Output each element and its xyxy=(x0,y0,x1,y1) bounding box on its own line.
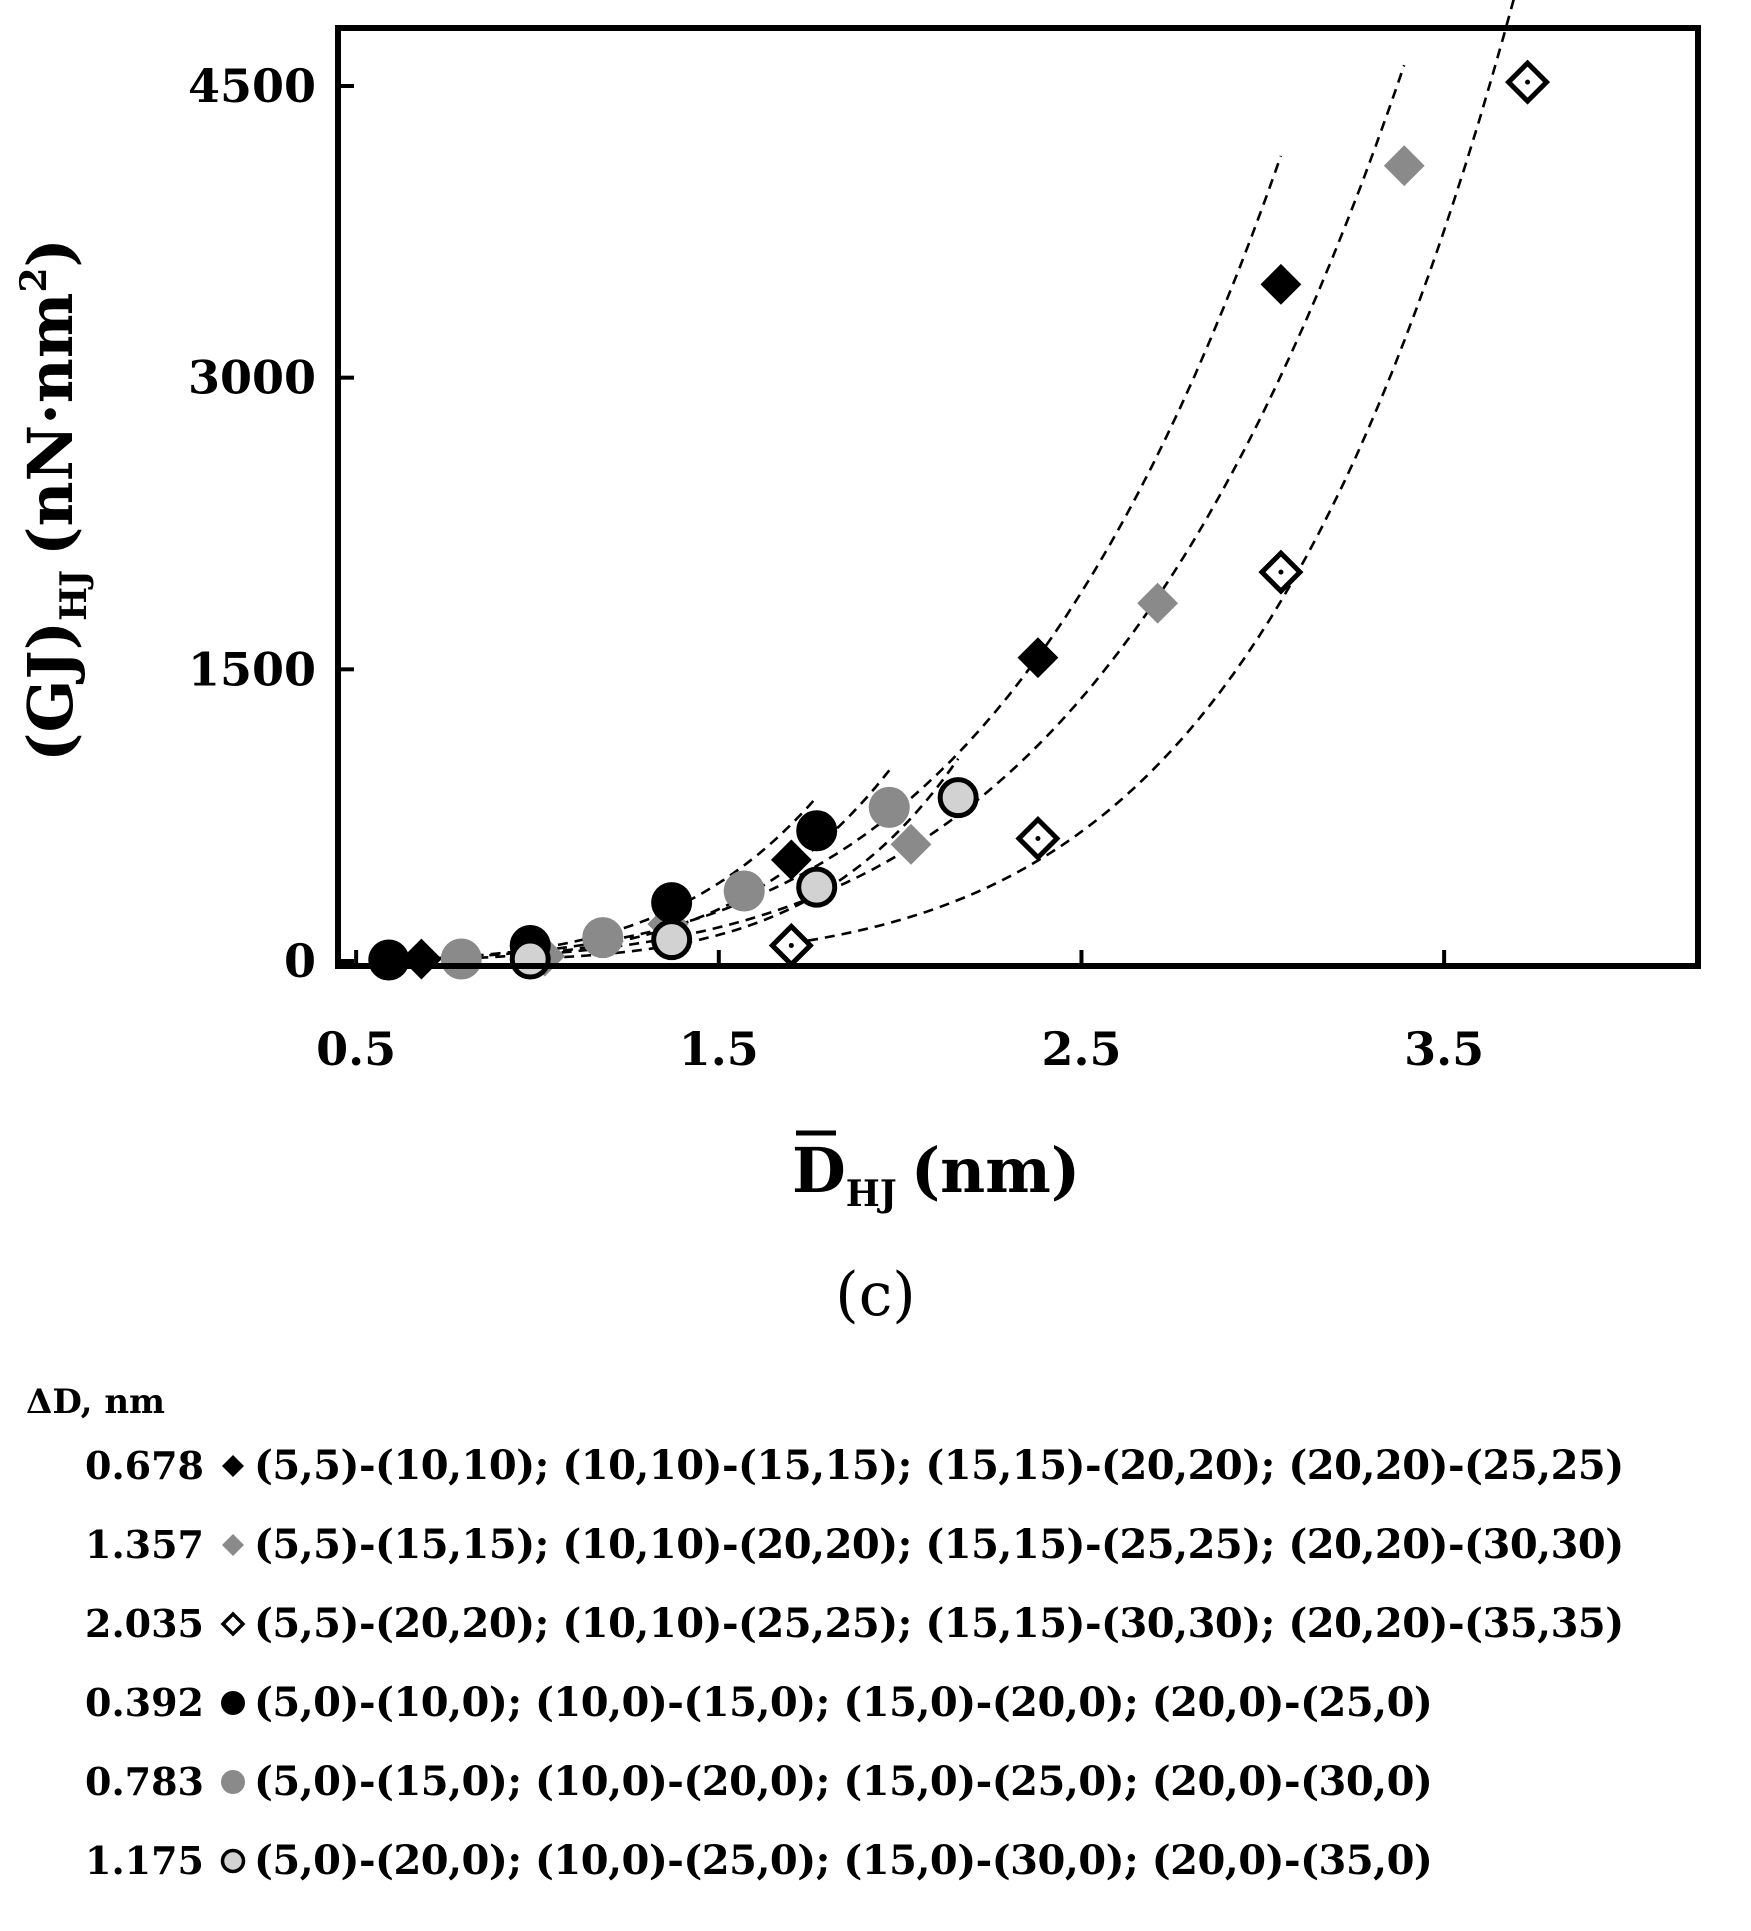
y-tick-label: 3000 xyxy=(188,351,316,405)
legend-row: 2.035 (5,5)-(20,20); (10,10)-(25,25); (1… xyxy=(26,1584,1746,1663)
open-diamond-icon xyxy=(220,1611,246,1636)
x-axis-unit: (nm) xyxy=(911,1134,1080,1207)
y-axis-subscript: HJ xyxy=(53,570,95,621)
data-point-center-dot xyxy=(1278,569,1284,575)
data-point-circle xyxy=(651,882,693,924)
data-point-diamond xyxy=(890,823,932,865)
x-axis-subscript: HJ xyxy=(846,1173,897,1215)
legend-label: (5,0)-(15,0); (10,0)-(20,0); (15,0)-(25,… xyxy=(254,1758,1433,1805)
y-tick-label: 0 xyxy=(284,934,316,988)
data-point-circle xyxy=(582,917,624,959)
trend-line-2.035 xyxy=(791,0,1515,945)
y-axis-unit: (nN·nm xyxy=(14,293,87,556)
gray-diamond-icon xyxy=(222,1533,244,1556)
x-tick-label: 3.5 xyxy=(1404,1022,1484,1076)
legend-label: (5,0)-(10,0); (10,0)-(15,0); (15,0)-(20,… xyxy=(254,1679,1433,1726)
data-point-diamond xyxy=(400,938,442,980)
trend-line-1.357 xyxy=(544,64,1406,956)
panel-label: (c) xyxy=(835,1260,916,1330)
x-axis-symbol: D xyxy=(792,1134,846,1207)
y-tick-label: 4500 xyxy=(188,59,316,113)
data-point-circle xyxy=(368,939,410,981)
data-point-diamond xyxy=(1137,582,1179,624)
data-point-circle xyxy=(509,938,551,980)
data-point-diamond xyxy=(1017,637,1059,679)
trend-line-0.678 xyxy=(421,155,1283,961)
filled-circle-icon xyxy=(221,1690,245,1715)
tick-labels: 0.5 1.5 2.5 3.5 0 1500 3000 4500 xyxy=(188,59,1484,1076)
legend-row: 0.392 (5,0)-(10,0); (10,0)-(15,0); (15,0… xyxy=(26,1663,1746,1742)
data-point-circle xyxy=(723,870,765,912)
data-point-center-dot xyxy=(788,942,794,948)
legend-delta: 0.678 xyxy=(85,1443,204,1488)
data-point-circle xyxy=(440,938,482,980)
x-tick-label: 1.5 xyxy=(679,1022,759,1076)
legend-label: (5,5)-(10,10); (10,10)-(15,15); (15,15)-… xyxy=(254,1442,1624,1489)
data-point-center-dot xyxy=(1525,79,1531,85)
x-axis-title: DHJ (nm) xyxy=(792,1134,1080,1215)
legend-label: (5,5)-(15,15); (10,10)-(20,20); (15,15)-… xyxy=(254,1521,1624,1568)
legend-row: 1.175 (5,0)-(20,0); (10,0)-(25,0); (15,0… xyxy=(26,1821,1746,1900)
data-point-circle xyxy=(651,919,693,961)
gray-circle-icon xyxy=(221,1769,245,1794)
y-axis-unit-power: 2 xyxy=(13,267,55,292)
y-axis-unit-close: ) xyxy=(14,238,87,267)
legend-row: 0.678 (5,5)-(10,10); (10,10)-(15,15); (1… xyxy=(26,1426,1746,1505)
data-point-diamond xyxy=(1260,263,1302,305)
data-point-circle xyxy=(796,866,838,908)
legend-delta: 2.035 xyxy=(85,1601,204,1646)
data-point-diamond xyxy=(770,839,812,881)
data-point-diamond xyxy=(1383,145,1425,187)
open-circle-icon xyxy=(220,1848,246,1873)
y-tick-label: 1500 xyxy=(188,642,316,696)
filled-diamond-icon xyxy=(222,1454,244,1477)
axis-ticks xyxy=(338,84,1447,966)
x-tick-label: 0.5 xyxy=(316,1022,396,1076)
data-points xyxy=(368,59,1551,981)
legend-delta: 0.783 xyxy=(85,1759,204,1804)
legend-row: 0.783 (5,0)-(15,0); (10,0)-(20,0); (15,0… xyxy=(26,1742,1746,1821)
legend-label: (5,5)-(20,20); (10,10)-(25,25); (15,15)-… xyxy=(254,1600,1624,1647)
legend-delta: 1.357 xyxy=(85,1522,204,1567)
x-tick-label: 2.5 xyxy=(1041,1022,1121,1076)
data-point-center-dot xyxy=(1035,836,1041,841)
data-point-circle xyxy=(796,810,838,852)
legend: ΔD, nm 0.678 (5,5)-(10,10); (10,10)-(15,… xyxy=(26,1378,1746,1900)
legend-delta: 0.392 xyxy=(85,1680,204,1725)
plot-frame xyxy=(335,25,1701,969)
data-point-circle xyxy=(937,777,979,819)
y-axis-title: (GJ)HJ (nN·nm2) xyxy=(13,238,95,762)
legend-label: (5,0)-(20,0); (10,0)-(25,0); (15,0)-(30,… xyxy=(254,1837,1433,1884)
legend-row: 1.357 (5,5)-(15,15); (10,10)-(20,20); (1… xyxy=(26,1505,1746,1584)
data-point-circle xyxy=(868,786,910,828)
legend-delta: 1.175 xyxy=(85,1838,204,1883)
legend-title: ΔD, nm xyxy=(26,1382,166,1422)
y-axis-symbol: (GJ) xyxy=(14,621,87,762)
